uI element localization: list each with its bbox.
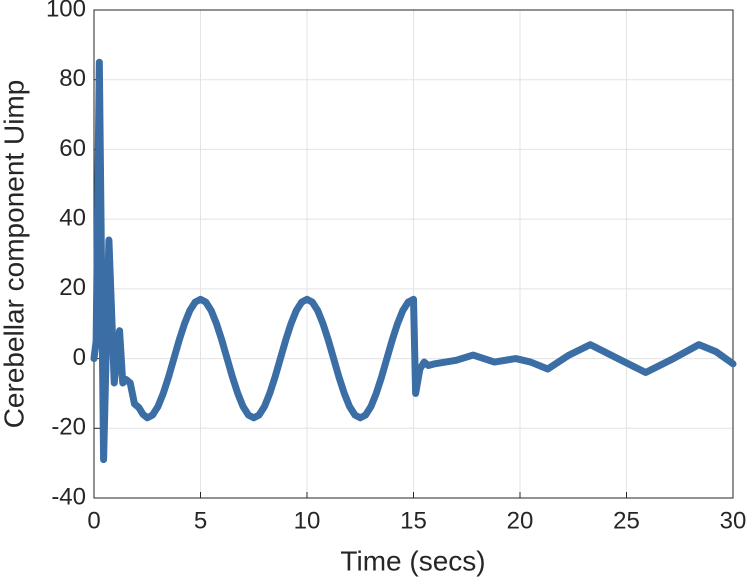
y-axis-label: Cerebellar component Uimp: [0, 80, 29, 429]
x-axis-label: Time (secs): [340, 545, 485, 576]
y-tick-label: 100: [46, 0, 86, 22]
y-tick-label: 0: [73, 344, 86, 371]
x-tick-label: 20: [507, 507, 534, 534]
data-line: [90, 58, 737, 464]
x-tick-label: 5: [194, 507, 207, 534]
y-tick-label: -40: [51, 483, 86, 510]
x-tick-label: 30: [720, 507, 747, 534]
x-tick-label: 15: [400, 507, 427, 534]
x-tick-label: 10: [294, 507, 321, 534]
x-tick-label: 25: [613, 507, 640, 534]
y-tick-label: 20: [59, 274, 86, 301]
y-tick-label: 40: [59, 204, 86, 231]
y-tick-label: 80: [59, 65, 86, 92]
x-tick-label: 0: [87, 507, 100, 534]
y-tick-label: -20: [51, 414, 86, 441]
y-tick-label: 60: [59, 135, 86, 162]
